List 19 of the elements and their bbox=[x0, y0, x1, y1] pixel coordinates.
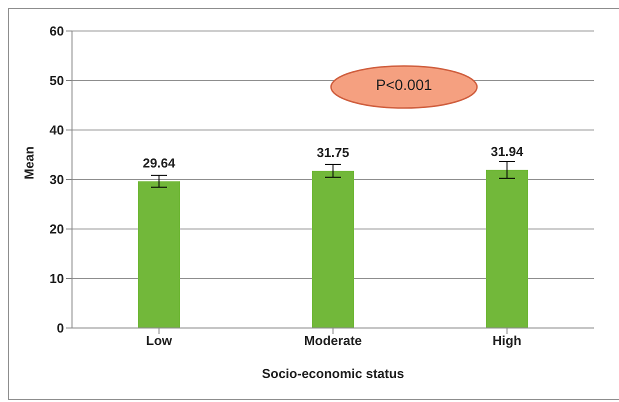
y-tick-label: 20 bbox=[50, 222, 64, 237]
bar bbox=[486, 170, 528, 328]
x-tick-label: High bbox=[492, 333, 522, 348]
y-tick-label: 60 bbox=[50, 24, 64, 39]
y-tick-label: 50 bbox=[50, 73, 64, 88]
y-tick-label: 0 bbox=[56, 320, 64, 336]
bar bbox=[312, 170, 354, 328]
y-tick-label: 10 bbox=[50, 271, 64, 286]
y-tick-label: 30 bbox=[50, 172, 64, 188]
data-label: 31.75 bbox=[316, 144, 350, 160]
data-label: 29.64 bbox=[142, 155, 176, 170]
y-tick-label: 40 bbox=[50, 122, 64, 138]
data-label: 31.94 bbox=[490, 144, 524, 159]
bar bbox=[138, 181, 180, 328]
annotation: P<0.001 bbox=[374, 77, 434, 94]
x-tick-label: Moderate bbox=[304, 333, 362, 348]
x-axis-title: Socio-economic status bbox=[262, 366, 404, 381]
x-tick-label: Low bbox=[146, 333, 173, 348]
y-axis-title: Mean bbox=[22, 146, 37, 180]
